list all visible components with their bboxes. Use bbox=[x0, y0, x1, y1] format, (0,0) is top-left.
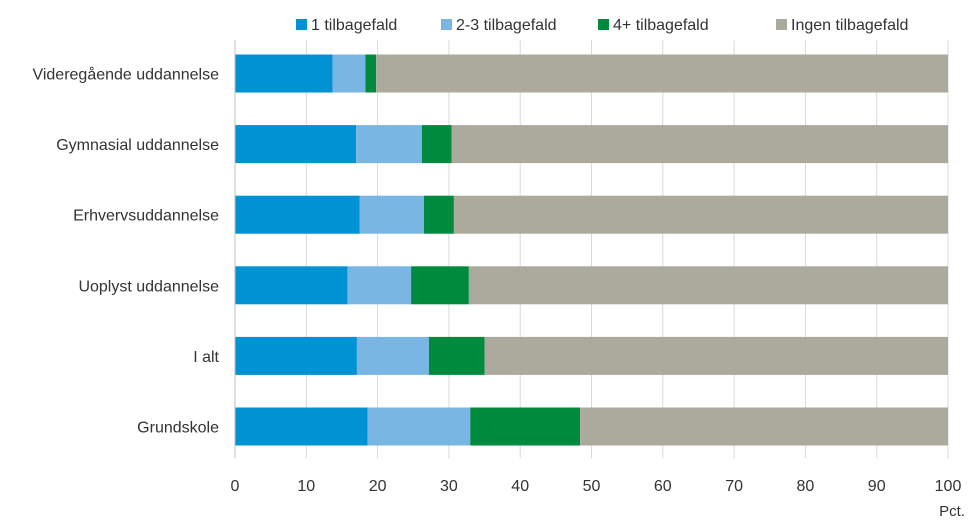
x-tick-label: 100 bbox=[935, 478, 962, 495]
legend-swatch bbox=[598, 19, 609, 30]
x-unit-label: Pct. bbox=[939, 503, 965, 520]
bar-segment bbox=[332, 54, 366, 93]
x-tick-label: 30 bbox=[440, 478, 458, 495]
bar-segment bbox=[235, 266, 348, 305]
legend-swatch bbox=[441, 19, 452, 30]
legend-label: 4+ tilbagefald bbox=[613, 17, 709, 34]
bar-segment bbox=[451, 125, 948, 164]
x-axis: 0 10 20 30 40 50 60 70 80 90 100 bbox=[231, 40, 962, 495]
bar-segment bbox=[468, 266, 948, 305]
category-label: Grundskole bbox=[137, 420, 219, 437]
bar-segment bbox=[235, 125, 357, 164]
bar-segment bbox=[453, 195, 948, 234]
x-tick-label: 10 bbox=[297, 478, 315, 495]
legend-label: 2-3 tilbagefald bbox=[456, 17, 557, 34]
x-tick-label: 60 bbox=[654, 478, 672, 495]
x-tick-label: 50 bbox=[583, 478, 601, 495]
bar-segment bbox=[421, 125, 452, 164]
bar-segment bbox=[367, 407, 471, 446]
category-label: I alt bbox=[193, 349, 219, 366]
bar-segment bbox=[356, 336, 429, 375]
legend-swatch bbox=[776, 19, 787, 30]
bar-segment bbox=[411, 266, 469, 305]
legend-label: Ingen tilbagefald bbox=[791, 17, 908, 34]
legend-label: 1 tilbagefald bbox=[311, 17, 397, 34]
bar-segment bbox=[235, 195, 360, 234]
bar-segment bbox=[235, 54, 333, 93]
bar-segment bbox=[428, 336, 485, 375]
legend: 1 tilbagefald 2-3 tilbagefald 4+ tilbagefa… bbox=[296, 17, 908, 34]
bar-segment bbox=[484, 336, 948, 375]
category-label: Uoplyst uddannelse bbox=[78, 278, 219, 295]
x-tick-label: 0 bbox=[231, 478, 240, 495]
x-tick-label: 80 bbox=[797, 478, 815, 495]
category-labels: Videregående uddannelse Gymnasial uddanne… bbox=[32, 66, 219, 437]
gridlines bbox=[234, 40, 949, 458]
bar-segment bbox=[359, 195, 424, 234]
bar-segment bbox=[347, 266, 412, 305]
x-tick-label: 70 bbox=[725, 478, 743, 495]
category-label: Erhvervsuddannelse bbox=[73, 208, 219, 225]
legend-swatch bbox=[296, 19, 307, 30]
bar-segment bbox=[580, 407, 948, 446]
bar-segment bbox=[235, 407, 368, 446]
bar-segment bbox=[235, 336, 357, 375]
x-tick-label: 90 bbox=[868, 478, 886, 495]
x-tick-label: 20 bbox=[369, 478, 387, 495]
category-label: Gymnasial uddannelse bbox=[56, 137, 219, 154]
bar-segment bbox=[365, 54, 377, 93]
x-tick-label: 40 bbox=[511, 478, 529, 495]
bar-segment bbox=[470, 407, 581, 446]
bar-segment bbox=[423, 195, 454, 234]
bar-segment bbox=[356, 125, 422, 164]
bars bbox=[235, 54, 948, 446]
bar-segment bbox=[376, 54, 948, 93]
category-label: Videregående uddannelse bbox=[32, 66, 219, 84]
